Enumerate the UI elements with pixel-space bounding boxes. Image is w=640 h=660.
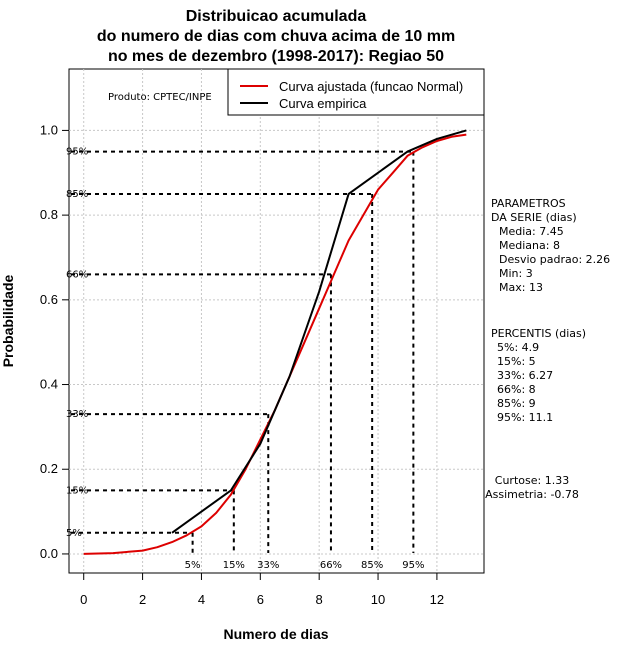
- percentis-panel: PERCENTIS (dias) 5%: 4.9 15%: 5 33%: 6.2…: [491, 327, 586, 424]
- chart-title-line-1: Distribuicao acumulada: [186, 8, 367, 25]
- parametros-panel: PARAMETROS DA SERIE (dias) Media: 7.45 M…: [491, 197, 610, 294]
- percentile-y-label: 95%: [66, 147, 88, 158]
- percentis-15: 15%: 5: [497, 355, 536, 368]
- legend: Curva ajustada (funcao Normal) Curva emp…: [227, 68, 485, 116]
- x-tick-label: 2: [139, 592, 146, 607]
- percentile-x-label: 66%: [320, 560, 342, 571]
- x-tick-label: 6: [257, 592, 264, 607]
- percentis-header: PERCENTIS (dias): [491, 327, 586, 340]
- gridlines: [69, 69, 484, 573]
- product-label: Produto: CPTEC/INPE: [108, 92, 212, 103]
- series-layer: [83, 129, 467, 555]
- percentile-lines: 5% 5% 15% 15% 33% 33% 66% 66% 85% 85% 95% 95%: [66, 147, 424, 571]
- assimetria-label: Assimetria: -0.78: [485, 488, 579, 501]
- percentile-x-label: 15%: [223, 560, 245, 571]
- x-axis-title: Numero de dias: [223, 626, 328, 642]
- percentile-x-label: 5%: [185, 560, 201, 571]
- percentile-x-label: 95%: [402, 560, 424, 571]
- chart-title-line-3: no mes de dezembro (1998-2017): Regiao 5…: [108, 48, 444, 65]
- percentile-y-label: 5%: [66, 528, 82, 539]
- percentile-y-label: 85%: [66, 189, 88, 200]
- y-tick-label: 0.2: [40, 461, 58, 476]
- percentis-5: 5%: 4.9: [497, 341, 539, 354]
- legend-box: [227, 68, 485, 116]
- percentile-x-label: 85%: [361, 560, 383, 571]
- x-tick-label: 0: [80, 592, 87, 607]
- legend-label-fitted: Curva ajustada (funcao Normal): [279, 79, 463, 94]
- percentis-95: 95%: 11.1: [497, 411, 553, 424]
- percentis-85: 85%: 9: [497, 397, 536, 410]
- parametros-header-2: DA SERIE (dias): [491, 211, 577, 224]
- percentile-y-label: 33%: [66, 409, 88, 420]
- y-tick-label: 1.0: [40, 122, 58, 137]
- parametros-header-1: PARAMETROS: [491, 197, 566, 210]
- x-tick-label: 12: [430, 592, 444, 607]
- empirical-curve: [171, 129, 467, 534]
- chart-title-line-2: do numero de dias com chuva acima de 10 …: [97, 28, 455, 45]
- parametros-min: Min: 3: [499, 267, 533, 280]
- curtose-label: Curtose: 1.33: [495, 474, 569, 487]
- parametros-mediana: Mediana: 8: [499, 239, 560, 252]
- y-tick-label: 0.0: [40, 546, 58, 561]
- parametros-max: Max: 13: [499, 281, 543, 294]
- y-axis-title: Probabilidade: [0, 275, 16, 368]
- axes: 0 2 4 6 8 10 12 0.0 0.2 0.4 0.6 0.8 1.0: [40, 122, 444, 607]
- x-tick-label: 10: [371, 592, 385, 607]
- percentis-66: 66%: 8: [497, 383, 536, 396]
- percentile-y-label: 15%: [66, 485, 88, 496]
- y-tick-label: 0.8: [40, 207, 58, 222]
- percentis-33: 33%: 6.27: [497, 369, 553, 382]
- x-tick-label: 4: [198, 592, 205, 607]
- percentile-x-label: 33%: [257, 560, 279, 571]
- parametros-desvio: Desvio padrao: 2.26: [499, 253, 610, 266]
- x-tick-label: 8: [316, 592, 323, 607]
- fitted-normal-curve: [83, 133, 467, 555]
- y-tick-label: 0.4: [40, 377, 58, 392]
- percentile-y-label: 66%: [66, 269, 88, 280]
- y-tick-label: 0.6: [40, 292, 58, 307]
- legend-label-empirical: Curva empirica: [279, 96, 367, 111]
- parametros-media: Media: 7.45: [499, 225, 564, 238]
